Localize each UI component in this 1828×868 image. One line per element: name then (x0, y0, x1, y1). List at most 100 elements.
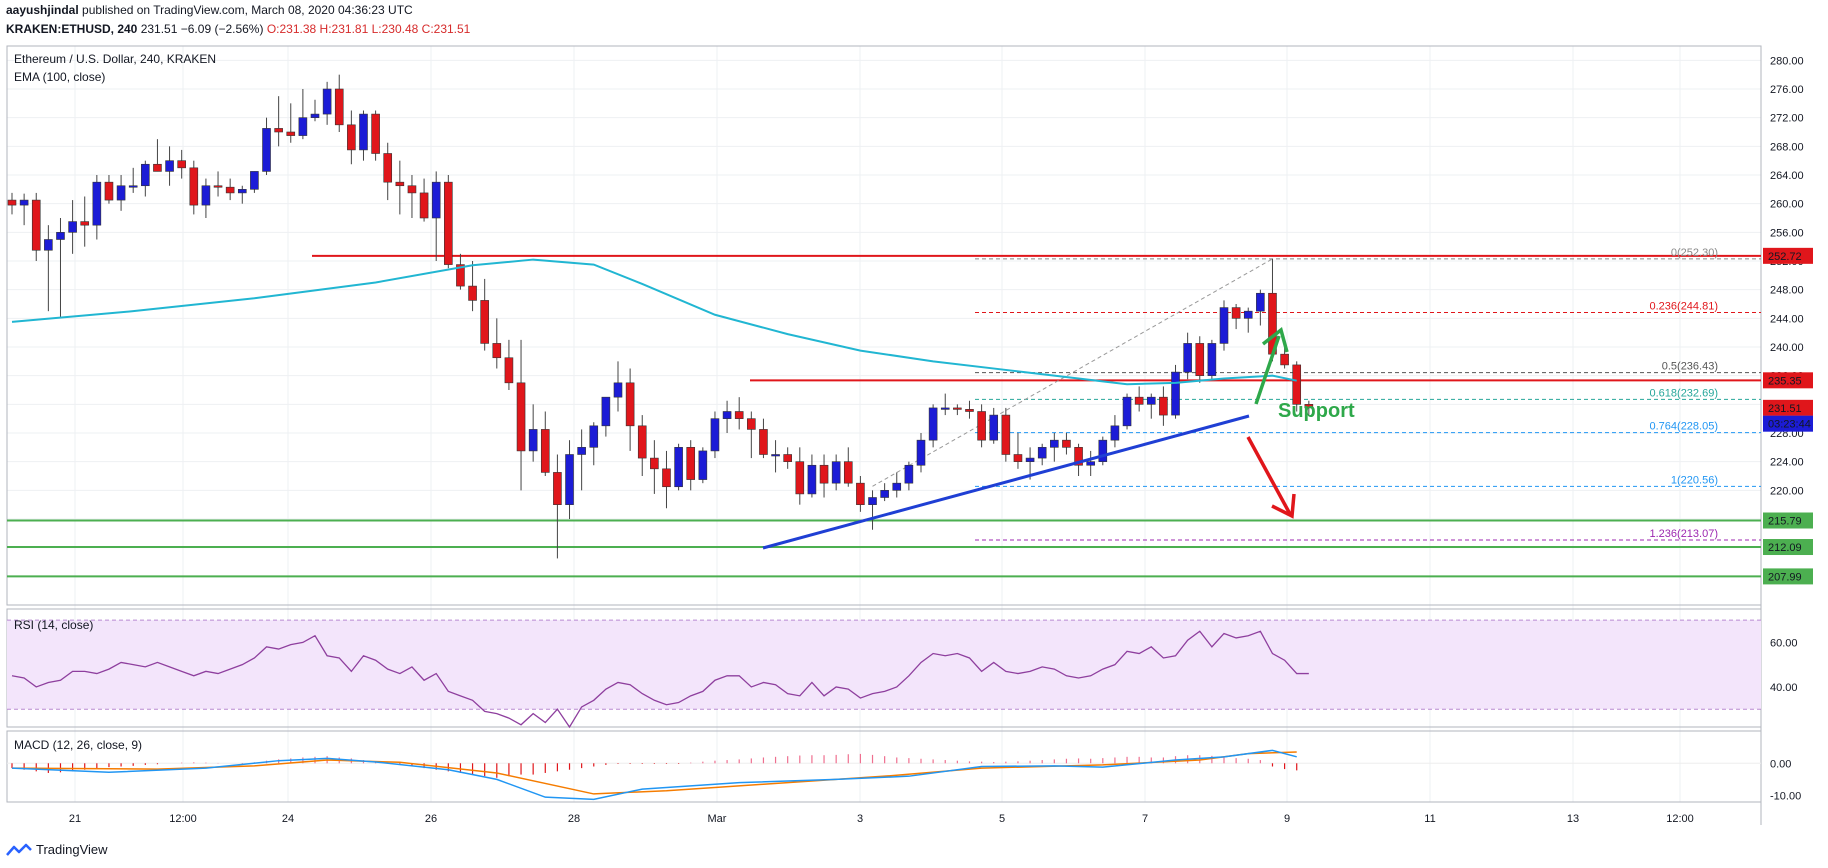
candle-body (916, 439, 926, 466)
bullish-arrow-shaft (1254, 335, 1281, 405)
candle-body (1146, 396, 1156, 405)
price-tick-label: 256.00 (1770, 227, 1804, 239)
rsi-tick-label: 60.00 (1770, 637, 1798, 649)
candle-body (674, 447, 683, 488)
price-axis[interactable]: 280.00 276.00 272.00 268.00 264.00 260.00 256.… (1770, 55, 1804, 554)
price-tag-label: 207.99 (1768, 571, 1802, 583)
macd-tick-label: 0.00 (1770, 758, 1791, 770)
ascending-trendline (762, 414, 1250, 550)
fib-label: 0.5(236.43) (1662, 361, 1718, 373)
candle-body (177, 160, 186, 169)
candle-body (940, 407, 950, 410)
fib-label: 1(220.56) (1671, 474, 1718, 486)
candle-body (1256, 292, 1265, 312)
price-tick-label: 220.00 (1770, 485, 1804, 497)
price-tag-bg (1763, 512, 1813, 529)
candle-body (953, 407, 962, 410)
price-tick-label: 244.00 (1770, 313, 1804, 325)
time-axis[interactable]: 21 12:00 24 26 28 Mar 3 5 7 9 11 13 12:00 (69, 813, 1694, 825)
time-tick-label: 9 (1284, 813, 1290, 825)
price-tick-label: 264.00 (1770, 170, 1804, 182)
bearish-arrow-head (1271, 493, 1296, 519)
macd-signal-line (11, 751, 1297, 795)
horizontal-levels (7, 254, 1761, 578)
candle-body (650, 457, 659, 470)
symbol-bar: KRAKEN:ETHUSD, 240 231.51 −6.09 (−2.56%)… (6, 22, 470, 36)
candle-body (819, 464, 829, 484)
price-tag-label: 212.09 (1768, 542, 1802, 554)
candle-body (504, 357, 514, 384)
candle-body (589, 425, 599, 448)
candle-body (662, 468, 671, 488)
time-tick-label: 24 (282, 813, 294, 825)
candle-body (128, 185, 138, 188)
ema-legend: EMA (100, close) (14, 70, 105, 84)
candle-body (843, 461, 853, 484)
brand-name: TradingView (36, 842, 108, 857)
candle-body (710, 418, 720, 452)
candle-body (856, 482, 865, 505)
candle-body (298, 117, 308, 136)
candle-body (989, 414, 999, 441)
fib-label: 0(252.30) (1671, 247, 1718, 259)
candle-body (1062, 439, 1071, 448)
candle-body (189, 167, 199, 206)
footer-brand[interactable]: TradingView (6, 842, 108, 857)
candle-body (92, 181, 102, 226)
price-tick-label: 276.00 (1770, 84, 1804, 96)
candle-body (722, 411, 732, 419)
rsi-legend: RSI (14, close) (14, 618, 93, 632)
time-tick-label: 21 (69, 813, 81, 825)
candle-body (383, 153, 393, 183)
support-annotation: Support (1278, 400, 1355, 422)
bearish-arrow-shaft (1246, 436, 1292, 515)
candle-body (492, 343, 502, 359)
candle-body (965, 409, 974, 412)
price-tick-label: 268.00 (1770, 141, 1804, 153)
macd-pane: 0.00 -10.00 (7, 749, 1801, 803)
tradingview-logo-icon (6, 843, 32, 856)
candle-body (1183, 343, 1192, 373)
candle-body (1050, 439, 1059, 448)
candle-body (540, 429, 550, 473)
candle-body (1074, 447, 1083, 466)
low-value: L:230.48 (371, 22, 419, 36)
candle-body (698, 450, 708, 480)
candle-body (1110, 425, 1120, 441)
candle-body (225, 186, 235, 194)
candle-body (444, 181, 453, 265)
candle-body (637, 425, 647, 459)
candle-body (601, 396, 611, 427)
open-value: O:231.38 (266, 22, 317, 36)
publisher-name[interactable]: aayushjindal (6, 3, 79, 17)
candle-body (371, 113, 380, 154)
candle-body (1134, 396, 1144, 405)
candle-body (1037, 447, 1047, 459)
candle-body (44, 239, 53, 251)
candle-body (1231, 307, 1241, 319)
price-tag-bg (1763, 399, 1813, 416)
price-tag-bg (1763, 372, 1813, 389)
fib-label: 0.236(244.81) (1650, 301, 1719, 313)
fib-label: 0.764(228.05) (1650, 421, 1719, 433)
candle-body (1280, 353, 1289, 366)
candle-body (1219, 307, 1229, 344)
candle-body (213, 185, 223, 188)
candle-body (407, 185, 417, 194)
ema-layer (11, 258, 1297, 386)
candle-body (201, 185, 211, 206)
fib-label: 1.236(213.07) (1650, 528, 1719, 540)
rsi-tick-label: 40.00 (1770, 682, 1798, 694)
candle-body (1086, 461, 1095, 466)
candle-body (928, 407, 938, 441)
bullish-arrow-head (1261, 327, 1289, 353)
candle-body (553, 472, 562, 505)
candle-body (528, 429, 538, 452)
price-tick-label: 224.00 (1770, 457, 1804, 469)
candle-body (734, 411, 744, 419)
candle-body (250, 171, 259, 190)
candle-body (1001, 414, 1011, 455)
candle-body (165, 160, 174, 172)
symbol: KRAKEN:ETHUSD, 240 (6, 22, 138, 36)
